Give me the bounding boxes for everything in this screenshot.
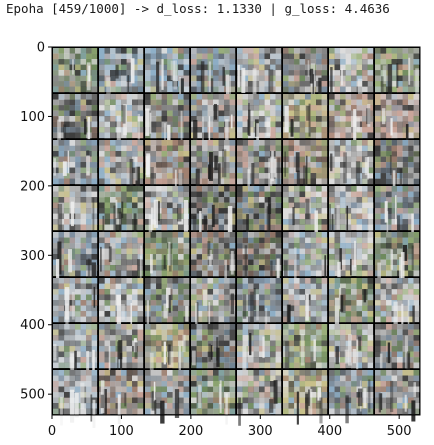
generated-sample-tile	[191, 94, 236, 150]
x-tick-label: 100	[109, 424, 134, 439]
generated-sample-tile	[53, 94, 98, 150]
generated-sample-tile	[237, 370, 282, 426]
generated-sample-tile	[237, 324, 282, 376]
generated-sample-tile	[375, 186, 420, 247]
generated-sample-tile	[375, 140, 420, 200]
generated-sample-tile	[237, 278, 282, 336]
generated-sample-tile	[53, 48, 98, 93]
generated-sample-tile	[375, 278, 420, 339]
generated-sample-tile	[329, 278, 374, 326]
x-tick-label: 200	[178, 424, 203, 439]
generated-sample-tile	[191, 232, 236, 290]
x-tick-label: 500	[387, 424, 412, 439]
generated-sample-tile	[329, 370, 374, 424]
generated-sample-tile	[53, 370, 98, 428]
generated-sample-tile	[145, 94, 190, 156]
generated-sample-tile	[99, 278, 144, 333]
generated-sample-tile	[375, 370, 420, 422]
generated-sample-tile	[99, 324, 144, 380]
y-tick-label: 300	[20, 249, 45, 264]
generated-sample-tile	[283, 370, 328, 425]
generated-sample-tile	[53, 186, 98, 231]
generated-sample-tile	[329, 140, 374, 191]
generated-sample-tile	[283, 232, 328, 286]
generated-sample-tile	[329, 186, 374, 241]
generated-sample-tile	[191, 140, 236, 187]
generated-sample-tile	[145, 370, 190, 424]
generated-sample-tile	[283, 186, 328, 241]
generated-sample-tile	[145, 140, 190, 188]
generated-sample-tile	[237, 140, 282, 203]
generated-sample-tile	[53, 278, 98, 325]
generated-sample-tile	[283, 324, 328, 370]
generated-image-grid	[52, 47, 420, 428]
generated-sample-tile	[99, 186, 144, 239]
axes-frame	[51, 46, 421, 416]
generated-sample-tile	[283, 48, 328, 109]
generated-sample-tile	[145, 186, 190, 245]
y-tick-label: 0	[37, 41, 45, 56]
y-tick-label: 500	[20, 388, 45, 403]
generated-sample-tile	[329, 48, 374, 101]
generated-sample-tile	[191, 278, 236, 336]
generated-sample-tile	[99, 140, 144, 200]
generated-sample-tile	[191, 370, 236, 425]
generated-sample-tile	[375, 48, 420, 100]
generated-sample-tile	[191, 186, 236, 245]
generated-sample-tile	[375, 94, 420, 147]
generated-sample-tile	[375, 232, 420, 289]
y-tick-label: 400	[20, 318, 45, 333]
x-tick-label: 0	[48, 424, 56, 439]
generated-sample-tile	[329, 232, 374, 278]
generated-sample-tile	[145, 278, 190, 326]
training-log-line: Epoha [459/1000] -> d_loss: 1.1330 | g_l…	[6, 1, 390, 16]
generated-sample-tile	[191, 48, 236, 108]
generated-sample-tile	[237, 186, 282, 240]
generated-sample-tile	[53, 140, 98, 185]
generated-sample-tile	[283, 278, 328, 338]
generated-sample-tile	[99, 232, 144, 288]
generated-sample-tile	[283, 140, 328, 193]
y-tick-label: 100	[20, 110, 45, 125]
generated-sample-tile	[237, 48, 282, 102]
generated-sample-tile	[145, 324, 190, 377]
generated-sample-tile	[145, 232, 190, 277]
generated-sample-tile	[191, 324, 236, 369]
generated-sample-tile	[99, 48, 144, 103]
generated-sample-tile	[53, 324, 98, 384]
generated-sample-tile	[375, 324, 420, 384]
generated-sample-tile	[237, 94, 282, 143]
y-tick-label: 200	[20, 179, 45, 194]
plot-axes: 0 100 200 300 400 500 0 100 200 300 400 500	[20, 41, 421, 439]
generated-sample-tile	[53, 232, 98, 292]
generated-sample-tile	[329, 324, 374, 370]
generated-sample-tile	[283, 94, 328, 139]
x-tick-label: 300	[248, 424, 273, 439]
generated-sample-tile	[99, 94, 144, 149]
x-tick-label: 400	[317, 424, 342, 439]
generated-sample-tile	[99, 370, 144, 425]
generated-sample-tile	[329, 94, 374, 143]
generated-sample-tile	[237, 232, 282, 282]
